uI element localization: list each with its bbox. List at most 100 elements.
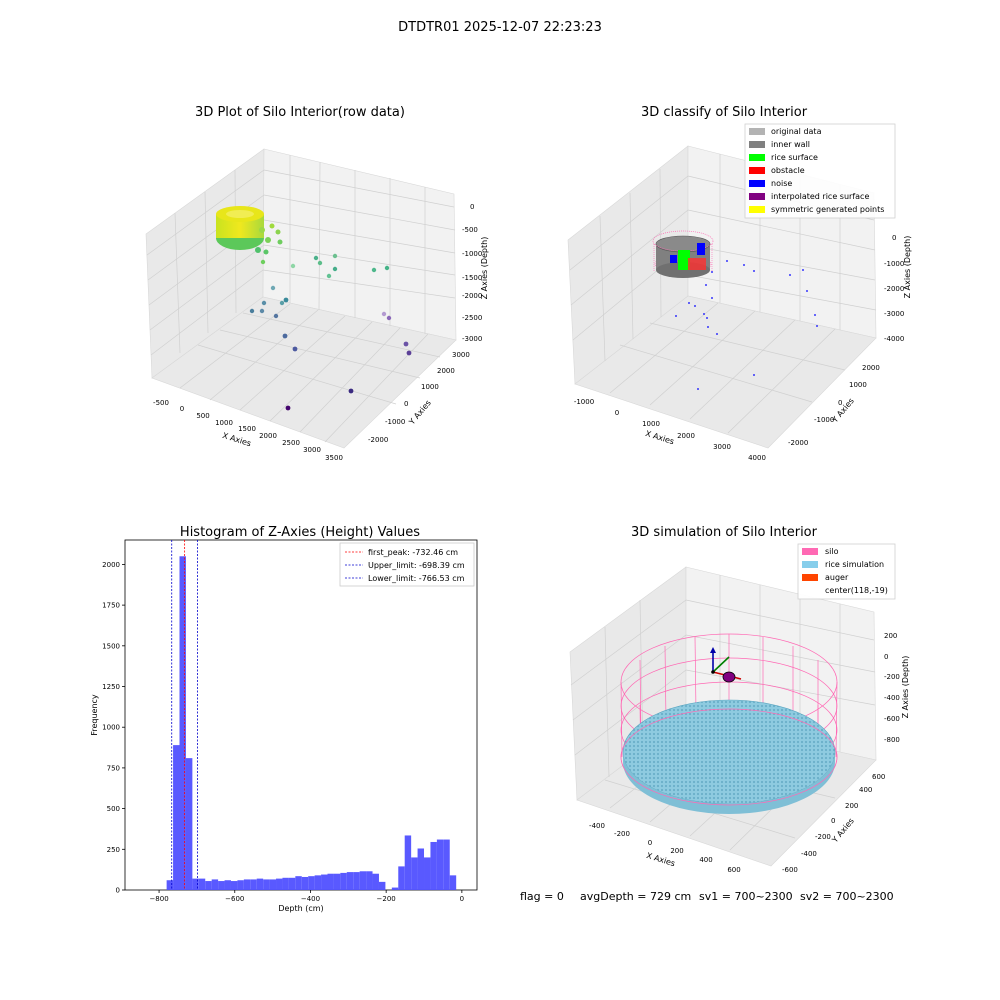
hist-bar (282, 877, 289, 890)
classify-legend: original data inner wall rice surface ob… (744, 123, 896, 219)
svg-text:0: 0 (648, 839, 652, 847)
legend-label-noise: noise (771, 179, 792, 188)
hist-bar (301, 876, 309, 890)
sim-z-ticks: 200 0 -200 -400 -600 -800 (884, 632, 900, 744)
hist-bar (276, 878, 283, 890)
hist-bar (327, 873, 334, 890)
classify-noise-points (675, 260, 818, 390)
hist-bars (166, 556, 457, 890)
hist-y-tick-label: 1000 (102, 724, 120, 732)
hist-x-tick-label: −600 (225, 895, 244, 903)
hist-bar (424, 857, 431, 890)
svg-text:1000: 1000 (849, 381, 867, 389)
raw-x-ticks: -500 0 500 1000 1500 2000 2500 3000 3500 (153, 399, 343, 462)
hist-y-tick-label: 250 (107, 846, 120, 854)
classify-pane-floor (574, 295, 877, 449)
svg-text:-1000: -1000 (884, 260, 904, 268)
svg-text:-1000: -1000 (814, 416, 834, 424)
hist-x-tick-label: −400 (301, 895, 320, 903)
hist-bar (192, 878, 199, 890)
classify-z-ticks: 0 -1000 -2000 -3000 -4000 (884, 234, 904, 343)
svg-text:2000: 2000 (259, 432, 277, 440)
hist-bar (417, 848, 425, 890)
svg-text:400: 400 (859, 786, 872, 794)
hist-bar (333, 873, 341, 890)
legend-swatch-inner-wall (749, 141, 765, 148)
hist-x-label: Depth (cm) (278, 904, 323, 913)
legend-swatch-noise (749, 180, 765, 187)
hist-bar (295, 876, 302, 890)
svg-text:600: 600 (872, 773, 885, 781)
svg-text:2000: 2000 (862, 364, 880, 372)
svg-text:-500: -500 (462, 226, 478, 234)
hist-y-tick-label: 750 (107, 764, 120, 772)
hist-y-label: Frequency (90, 694, 99, 736)
hist-x-tick-label: −200 (377, 895, 396, 903)
svg-text:-400: -400 (589, 822, 605, 830)
legend-label-inner-wall: inner wall (771, 140, 810, 149)
svg-text:-2000: -2000 (884, 285, 904, 293)
hist-bar (211, 879, 219, 890)
raw-outlier-points (249, 253, 412, 411)
sv1-text: sv1 = 700~2300 (699, 890, 793, 903)
hist-bar (256, 878, 264, 890)
classify-y-label: Y Axies (830, 396, 856, 425)
hist-bar (359, 871, 367, 890)
hist-bar (398, 866, 405, 890)
sim-center-marker (722, 671, 736, 683)
svg-text:4000: 4000 (748, 454, 766, 462)
avg-depth-text: avgDepth = 729 cm (580, 890, 691, 903)
svg-text:-800: -800 (884, 736, 900, 744)
hist-y-tick-label: 500 (107, 805, 120, 813)
svg-text:-2500: -2500 (462, 314, 482, 322)
hist-bar (443, 839, 450, 890)
hist-bar (269, 879, 277, 890)
svg-text:-600: -600 (782, 866, 798, 874)
panel-classify-3d: 3D classify of Silo Interior (567, 105, 912, 462)
svg-text:200: 200 (884, 632, 897, 640)
figure-suptitle: DTDTR01 2025-12-07 22:23:23 (398, 20, 602, 35)
svg-text:500: 500 (196, 412, 209, 420)
hist-x-tick-label: −800 (149, 895, 168, 903)
hist-y-tick-label: 1500 (102, 642, 120, 650)
flag-text: flag = 0 (520, 890, 564, 903)
hist-bar (346, 872, 354, 890)
hist-x-ticks: −800 −600 −400 −200 0 (149, 890, 464, 903)
svg-text:0: 0 (838, 399, 842, 407)
sim-z-label: Z Axies (Depth) (901, 656, 910, 719)
hist-bar (449, 875, 457, 890)
legend-swatch-rice-surface (749, 154, 765, 161)
hist-bar (391, 887, 399, 890)
legend-label-original-data: original data (771, 127, 822, 136)
svg-text:-3000: -3000 (884, 310, 904, 318)
svg-text:-2000: -2000 (368, 436, 388, 444)
svg-text:0: 0 (180, 405, 184, 413)
hist-bar (288, 877, 296, 890)
svg-text:-400: -400 (884, 694, 900, 702)
svg-text:-1000: -1000 (385, 418, 405, 426)
svg-text:3000: 3000 (303, 446, 321, 454)
raw-z-ticks: 0 -500 -1000 -1500 -2000 -2500 -3000 (462, 203, 482, 343)
legend-swatch-symmetric (749, 206, 765, 213)
sim-y-ticks: -600 -400 -200 0 200 400 600 (782, 773, 885, 874)
hist-bar (353, 872, 360, 890)
hist-bar (436, 839, 444, 890)
svg-text:-1000: -1000 (462, 250, 482, 258)
svg-text:3500: 3500 (325, 454, 343, 462)
panel-simulation-3d: 3D simulation of Silo Interior (569, 525, 910, 874)
hist-y-tick-label: 0 (116, 887, 120, 895)
panel-raw-3d: 3D Plot of Silo Interior(row data) (145, 105, 489, 462)
hist-bar (185, 758, 193, 890)
svg-text:1000: 1000 (215, 419, 233, 427)
sim-x-ticks: -400 -200 0 200 400 600 (589, 822, 741, 874)
raw-pane-floor (151, 296, 457, 449)
raw-y-label: Y Axies (407, 398, 433, 427)
raw-z-label: Z Axies (Depth) (480, 237, 489, 300)
raw-y-ticks: -2000 -1000 0 1000 2000 3000 (368, 351, 470, 444)
legend-label-rice-simulation: rice simulation (825, 560, 884, 569)
hist-bar (166, 880, 174, 890)
legend-label-rice-surface: rice surface (771, 153, 818, 162)
hist-y-ticks: 0 250 500 750 1000 1250 1500 1750 2000 (102, 561, 125, 895)
svg-text:-2000: -2000 (788, 439, 808, 447)
